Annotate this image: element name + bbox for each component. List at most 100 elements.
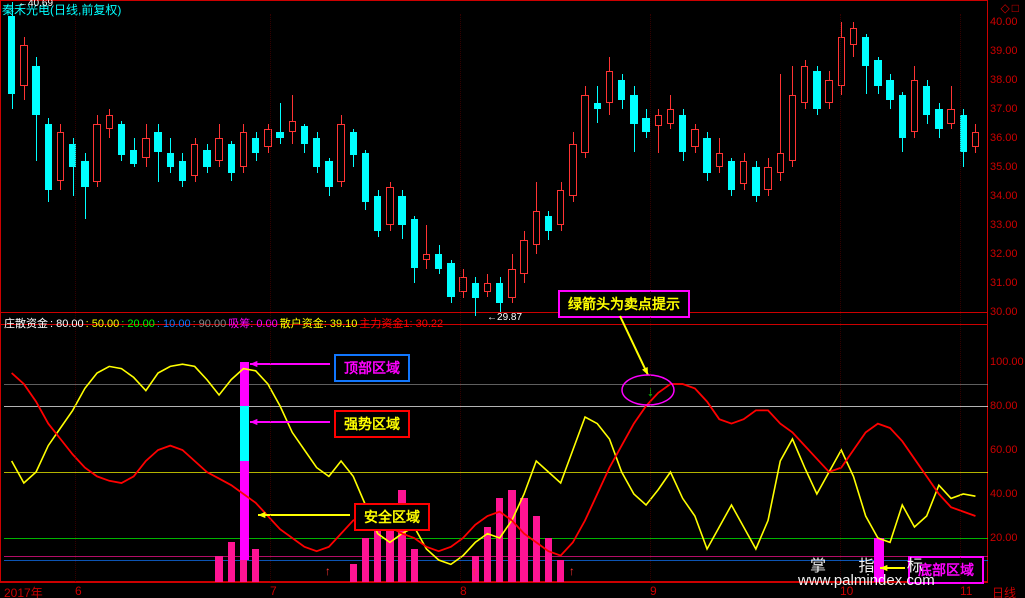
candle[interactable] bbox=[630, 95, 637, 124]
candle[interactable] bbox=[167, 153, 174, 168]
candle[interactable] bbox=[496, 283, 503, 303]
candle-wick bbox=[292, 95, 293, 144]
candle[interactable] bbox=[838, 37, 845, 86]
candle[interactable] bbox=[93, 124, 100, 182]
candle[interactable] bbox=[423, 254, 430, 260]
top-zone-label: 顶部区域 bbox=[334, 354, 410, 382]
candle[interactable] bbox=[228, 144, 235, 173]
candle[interactable] bbox=[533, 211, 540, 246]
candle[interactable] bbox=[557, 190, 564, 225]
corner-icons[interactable]: ◇□ bbox=[1001, 1, 1021, 15]
candle[interactable] bbox=[484, 283, 491, 292]
candle[interactable] bbox=[618, 80, 625, 100]
candle[interactable] bbox=[935, 109, 942, 129]
candle[interactable] bbox=[520, 240, 527, 275]
candle[interactable] bbox=[923, 86, 930, 115]
candle[interactable] bbox=[764, 167, 771, 190]
histogram-bar bbox=[350, 564, 357, 582]
price-tick: 39.00 bbox=[990, 45, 1018, 57]
candle[interactable] bbox=[386, 187, 393, 225]
x-tick: 11 bbox=[960, 584, 972, 598]
candle[interactable] bbox=[301, 126, 308, 143]
candle[interactable] bbox=[142, 138, 149, 158]
candle[interactable] bbox=[362, 153, 369, 202]
candle[interactable] bbox=[752, 167, 759, 196]
candle[interactable] bbox=[899, 95, 906, 139]
indicator-tick: 80.00 bbox=[990, 400, 1018, 412]
candle[interactable] bbox=[886, 80, 893, 100]
candle[interactable] bbox=[20, 45, 27, 86]
candle[interactable] bbox=[130, 150, 137, 165]
indicator-tick: 60.00 bbox=[990, 444, 1018, 456]
indicator-tick: 100.00 bbox=[990, 356, 1024, 368]
candle[interactable] bbox=[862, 37, 869, 66]
candle[interactable] bbox=[154, 132, 161, 152]
candle[interactable] bbox=[569, 144, 576, 196]
candle[interactable] bbox=[716, 153, 723, 168]
candle[interactable] bbox=[289, 121, 296, 133]
candle[interactable] bbox=[398, 196, 405, 225]
candle[interactable] bbox=[850, 28, 857, 45]
candle[interactable] bbox=[825, 80, 832, 103]
candle[interactable] bbox=[642, 118, 649, 133]
candle[interactable] bbox=[57, 132, 64, 181]
candle[interactable] bbox=[545, 216, 552, 231]
candle[interactable] bbox=[947, 109, 954, 124]
candle-wick bbox=[426, 225, 427, 269]
candle[interactable] bbox=[703, 138, 710, 173]
candle[interactable] bbox=[801, 66, 808, 104]
candle[interactable] bbox=[508, 269, 515, 298]
candle[interactable] bbox=[447, 263, 454, 298]
candle[interactable] bbox=[350, 132, 357, 155]
candle[interactable] bbox=[252, 138, 259, 153]
price-tick: 34.00 bbox=[990, 190, 1018, 202]
histogram-bar bbox=[496, 498, 503, 582]
candle[interactable] bbox=[740, 161, 747, 184]
candle[interactable] bbox=[581, 95, 588, 153]
candle[interactable] bbox=[679, 115, 686, 153]
candle[interactable] bbox=[106, 115, 113, 130]
candle[interactable] bbox=[472, 283, 479, 298]
candle[interactable] bbox=[789, 95, 796, 162]
candle[interactable] bbox=[203, 150, 210, 167]
price-tick: 36.00 bbox=[990, 132, 1018, 144]
candle[interactable] bbox=[8, 16, 15, 94]
histogram-bar bbox=[545, 538, 552, 582]
candle[interactable] bbox=[215, 138, 222, 161]
x-tick: 8 bbox=[460, 584, 467, 598]
candle[interactable] bbox=[32, 66, 39, 115]
candle[interactable] bbox=[911, 80, 918, 132]
candle[interactable] bbox=[435, 254, 442, 269]
candle[interactable] bbox=[240, 132, 247, 167]
candle[interactable] bbox=[81, 161, 88, 187]
candle[interactable] bbox=[374, 196, 381, 231]
candle[interactable] bbox=[337, 124, 344, 182]
candle[interactable] bbox=[45, 124, 52, 191]
candle[interactable] bbox=[972, 132, 979, 147]
indicator-tick: 40.00 bbox=[990, 488, 1018, 500]
candle[interactable] bbox=[179, 161, 186, 181]
candle[interactable] bbox=[325, 161, 332, 187]
candle[interactable] bbox=[655, 115, 662, 127]
indicator-legend: 庄散资金: 80.00: 50.00: 20.00: 10.00: 90.00吸… bbox=[0, 315, 443, 331]
candle[interactable] bbox=[606, 71, 613, 103]
candle[interactable] bbox=[813, 71, 820, 109]
price-tick: 40.00 bbox=[990, 16, 1018, 28]
candle[interactable] bbox=[691, 129, 698, 146]
histogram-bar bbox=[533, 516, 540, 582]
candle[interactable] bbox=[667, 109, 674, 124]
up-arrow-marker: ↑ bbox=[471, 564, 477, 578]
candle[interactable] bbox=[594, 103, 601, 109]
candle[interactable] bbox=[874, 60, 881, 86]
candle[interactable] bbox=[313, 138, 320, 167]
candle[interactable] bbox=[191, 144, 198, 176]
candle[interactable] bbox=[276, 132, 283, 138]
price-tick: 31.00 bbox=[990, 277, 1018, 289]
candle[interactable] bbox=[728, 161, 735, 190]
strong-zone-label: 强势区域 bbox=[334, 410, 410, 438]
candle[interactable] bbox=[777, 153, 784, 173]
price-tick: 37.00 bbox=[990, 103, 1018, 115]
x-tick: 6 bbox=[75, 584, 82, 598]
candle[interactable] bbox=[118, 124, 125, 156]
candle[interactable] bbox=[411, 219, 418, 268]
